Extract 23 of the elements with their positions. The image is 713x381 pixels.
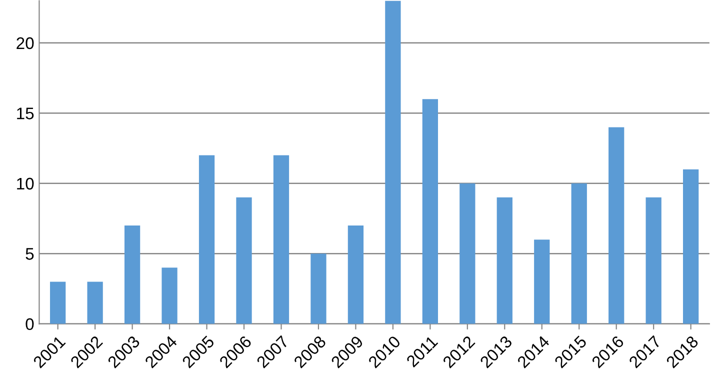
bar: [460, 183, 476, 324]
y-tick-label: 10: [17, 178, 34, 190]
bar: [683, 169, 699, 324]
bar: [50, 282, 66, 324]
bar: [273, 155, 290, 324]
y-tick-label: 0: [26, 318, 34, 330]
bar: [87, 282, 103, 324]
bar: [608, 127, 624, 324]
bar: [422, 99, 438, 324]
bar: [646, 197, 662, 324]
y-tick-label: 5: [26, 248, 34, 260]
bar: [124, 226, 140, 324]
bar: [310, 254, 326, 324]
bar: [348, 226, 364, 324]
y-tick-label: 15: [17, 108, 34, 120]
bar: [198, 155, 215, 324]
bar: [496, 197, 512, 324]
bar: [571, 183, 587, 324]
bar: [385, 0, 401, 324]
y-tick-label: 20: [16, 37, 34, 50]
bar: [534, 240, 550, 324]
bar: [162, 268, 178, 324]
bar: [236, 197, 252, 324]
